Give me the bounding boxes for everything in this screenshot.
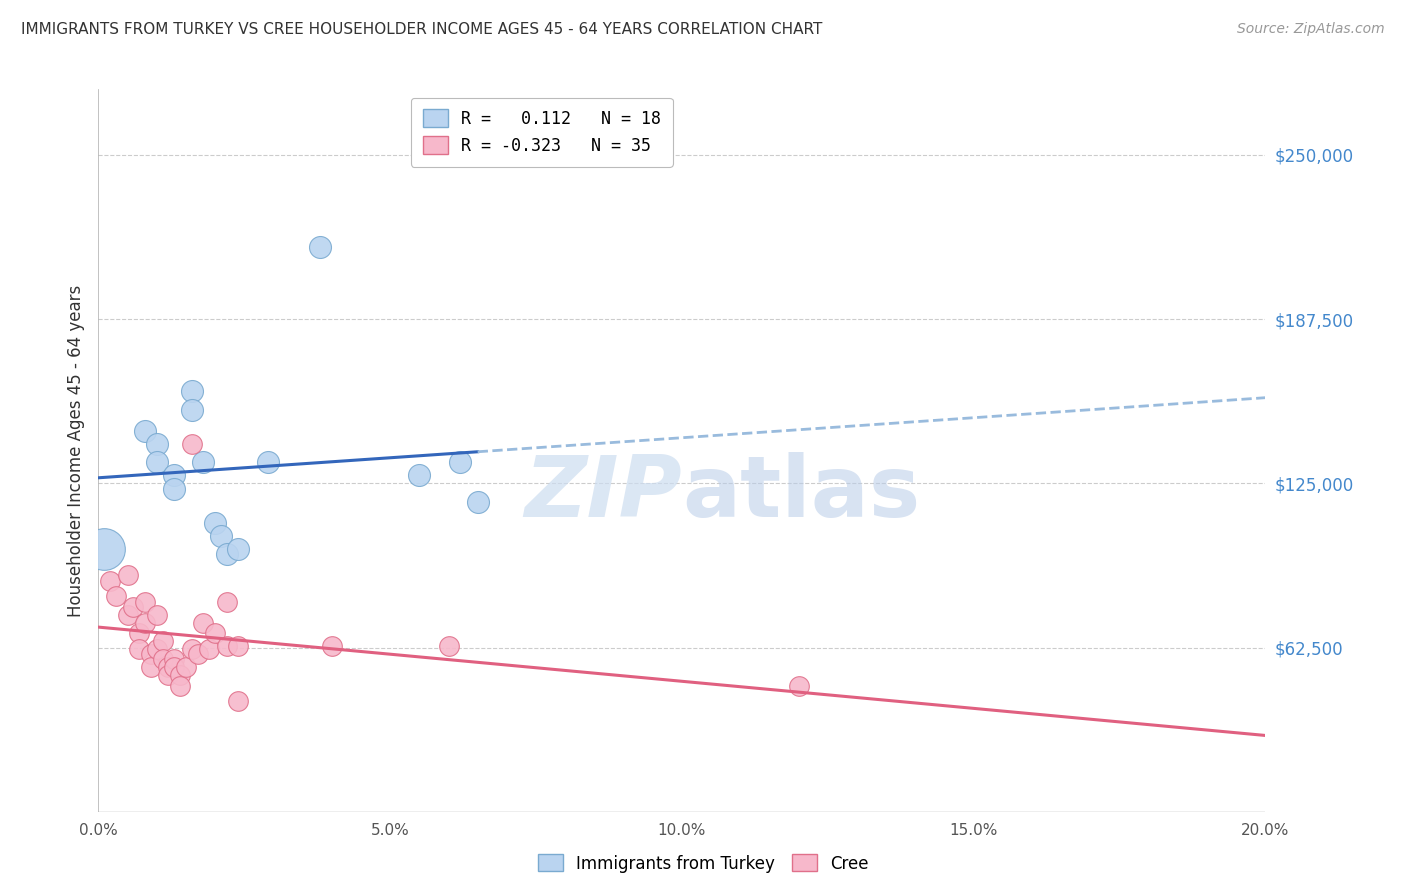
Point [117,607,139,622]
Point [437,639,460,653]
Point [146,437,169,451]
Point [228,541,250,556]
Point [146,641,169,656]
Point [117,568,139,582]
Text: IMMIGRANTS FROM TURKEY VS CREE HOUSEHOLDER INCOME AGES 45 - 64 YEARS CORRELATION: IMMIGRANTS FROM TURKEY VS CREE HOUSEHOLD… [21,22,823,37]
Point [180,384,202,399]
Point [193,455,215,469]
Point [104,589,127,603]
Point [309,240,332,254]
Text: Source: ZipAtlas.com: Source: ZipAtlas.com [1237,22,1385,37]
Y-axis label: Householder Income Ages 45 - 64 years: Householder Income Ages 45 - 64 years [66,285,84,616]
Point [174,660,197,674]
Point [215,594,238,608]
Point [93,541,115,556]
Point [180,437,202,451]
Point [139,660,162,674]
Point [139,647,162,661]
Point [146,455,169,469]
Legend: R =   0.112   N = 18, R = -0.323   N = 35: R = 0.112 N = 18, R = -0.323 N = 35 [411,97,672,167]
Point [467,494,489,508]
Point [187,647,209,661]
Point [180,641,202,656]
Point [204,516,226,530]
Text: atlas: atlas [682,452,920,535]
Point [163,652,186,666]
Point [152,634,174,648]
Point [198,641,221,656]
Point [152,652,174,666]
Point [169,679,191,693]
Point [408,468,430,483]
Point [193,615,215,630]
Point [122,599,145,614]
Point [134,615,156,630]
Point [134,594,156,608]
Point [163,468,186,483]
Point [215,547,238,561]
Text: ZIP: ZIP [524,452,682,535]
Point [169,668,191,682]
Point [163,660,186,674]
Point [180,402,202,417]
Point [134,424,156,438]
Point [787,679,810,693]
Point [209,529,232,543]
Point [228,639,250,653]
Point [204,626,226,640]
Point [146,607,169,622]
Point [128,641,150,656]
Point [215,639,238,653]
Point [163,482,186,496]
Point [157,668,180,682]
Legend: Immigrants from Turkey, Cree: Immigrants from Turkey, Cree [531,847,875,880]
Point [128,626,150,640]
Point [321,639,343,653]
Point [98,574,121,588]
Point [449,455,471,469]
Point [228,694,250,708]
Point [157,660,180,674]
Point [256,455,278,469]
